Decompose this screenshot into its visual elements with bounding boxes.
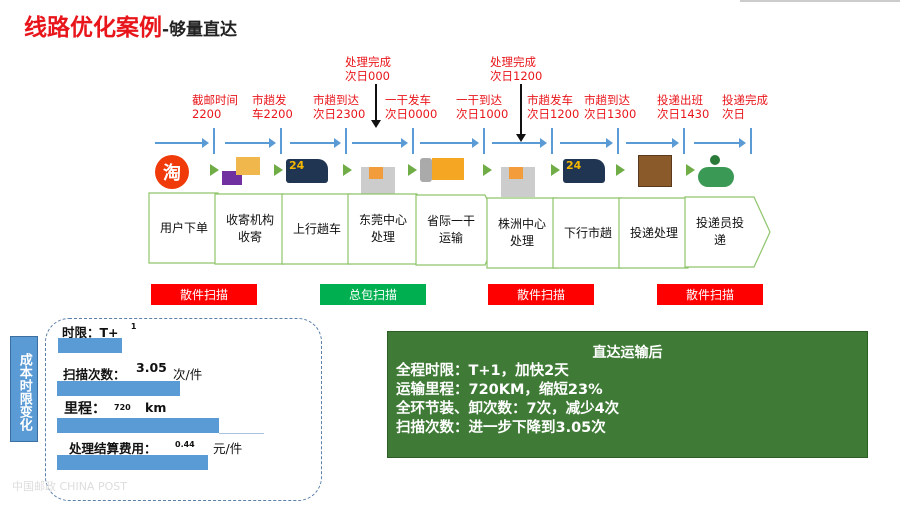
timeline-arrow — [560, 138, 613, 148]
fee-value: 0.44 — [175, 440, 195, 449]
timeline-tick — [483, 128, 485, 154]
timeline-tick — [412, 128, 414, 154]
china-post-logo: 中国邮政 CHINA POST — [12, 480, 127, 493]
play-triangle-icon — [551, 164, 560, 176]
time-limit-value: 1 — [130, 322, 137, 331]
scan-count-value: 3.05 — [136, 360, 167, 375]
result-line: 运输里程：720KM，缩短23% — [396, 382, 603, 398]
timeline-tick — [213, 128, 215, 154]
step-label: 东莞中心 处理 — [358, 213, 407, 244]
timeline-label: 截邮时间 2200 — [192, 93, 238, 121]
step-label: 上行趟车 — [292, 221, 341, 236]
timeline-label: 市趟发 车2200 — [252, 93, 293, 121]
courier-scooter-icon — [698, 155, 742, 189]
timeline-tick — [345, 128, 347, 154]
parcel-shelf-icon — [628, 155, 672, 189]
step-label: 投递员投 递 — [695, 216, 744, 247]
timeline-arrow — [155, 138, 209, 148]
timeline-arrow — [225, 138, 276, 148]
step-label: 省际一干 运输 — [426, 214, 475, 245]
timeline-tick — [551, 128, 553, 154]
play-triangle-icon — [686, 164, 695, 176]
mileage-value: 720 — [114, 403, 131, 412]
result-heading: 直达运输后 — [592, 345, 663, 361]
fee-bar — [57, 455, 208, 470]
step-label: 株洲中心 处理 — [497, 217, 546, 248]
result-line: 扫描次数：进一步下降到3.05次 — [396, 420, 606, 436]
scan-count-label: 扫描次数： — [63, 367, 126, 382]
timeline-label: 投递完成 次日 — [722, 93, 768, 121]
timeline-arrow — [626, 138, 679, 148]
timeline-tick — [683, 128, 685, 154]
process-step: 株洲中心 处理 — [486, 197, 574, 269]
scan-count-bar — [57, 381, 180, 396]
process-step: 投递员投 递 — [684, 196, 772, 268]
result-line: 全环节装、卸次数：7次，减少4次 — [396, 401, 620, 417]
sorting-center-icon — [495, 155, 539, 197]
milestone-label: 处理完成 次日1200 — [490, 55, 543, 83]
process-step: 上行趟车 — [281, 193, 369, 265]
scan-badge: 散件扫描 — [488, 284, 594, 305]
mileage-baseline — [219, 433, 264, 434]
milestone-arrow-icon — [371, 84, 381, 128]
scan-badge: 总包扫描 — [320, 284, 426, 305]
timeline-tick — [617, 128, 619, 154]
delivery-van-icon: 24 — [563, 155, 607, 189]
title-sub: -够量直达 — [162, 20, 238, 40]
play-triangle-icon — [408, 164, 417, 176]
timeline-arrow — [694, 138, 746, 148]
result-line: 全程时限：T+1，加快2天 — [396, 363, 569, 379]
timeline-arrow — [420, 138, 479, 148]
fee-label: 处理结算费用： — [69, 441, 157, 456]
result-box: 直达运输后 全程时限：T+1，加快2天 运输里程：720KM，缩短23% 全环节… — [387, 331, 868, 458]
play-triangle-icon — [343, 164, 352, 176]
taobao-icon: 淘 — [155, 155, 199, 189]
mileage-bar — [57, 418, 219, 433]
timeline-label: 一干到达 次日1000 — [456, 93, 509, 121]
play-triangle-icon — [274, 164, 283, 176]
cost-panel — [45, 318, 322, 501]
process-step: 投递处理 — [618, 197, 706, 269]
title-main: 线路优化案例 — [24, 15, 162, 41]
scan-count-unit: 次/件 — [173, 367, 203, 382]
process-step: 收寄机构 收寄 — [214, 193, 302, 265]
timeline-arrow — [492, 138, 547, 148]
milestone-arrow-icon — [516, 84, 526, 142]
time-limit-label: 时限：T+ 1 — [62, 322, 137, 340]
step-label: 收寄机构 收寄 — [225, 213, 274, 244]
step-label: 下行市趟 — [563, 225, 612, 240]
play-triangle-icon — [210, 164, 219, 176]
timeline-label: 市趟到达 次日2300 — [313, 93, 366, 121]
scan-badge: 散件扫描 — [151, 284, 257, 305]
timeline-tick — [750, 128, 752, 154]
cost-side-label: 成本时限变化 — [10, 336, 38, 442]
step-label: 投递处理 — [629, 225, 678, 240]
timeline-arrow — [290, 138, 341, 148]
process-step: 下行市趟 — [552, 197, 640, 269]
timeline-arrow — [352, 138, 408, 148]
page-title: 线路优化案例-够量直达 — [24, 8, 237, 42]
play-triangle-icon — [483, 164, 492, 176]
parcel-cart-icon — [222, 155, 266, 189]
timeline-tick — [280, 128, 282, 154]
mileage-label: 里程： — [64, 401, 106, 417]
step-label: 用户下单 — [159, 220, 208, 235]
divider — [740, 0, 900, 2]
delivery-van-icon: 24 — [286, 155, 330, 189]
scan-badge: 散件扫描 — [657, 284, 763, 305]
time-limit-bar — [58, 338, 122, 353]
truck-icon — [420, 155, 464, 189]
timeline-label: 一干发车 次日0000 — [385, 93, 438, 121]
milestone-label: 处理完成 次日000 — [345, 55, 391, 83]
fee-unit: 元/件 — [213, 441, 243, 456]
timeline-label: 投递出班 次日1430 — [657, 93, 710, 121]
timeline-label: 市趟发车 次日1200 — [527, 93, 580, 121]
play-triangle-icon — [616, 164, 625, 176]
sorting-center-icon — [355, 155, 399, 197]
mileage-unit: km — [145, 400, 167, 415]
timeline-label: 市趟到达 次日1300 — [584, 93, 637, 121]
